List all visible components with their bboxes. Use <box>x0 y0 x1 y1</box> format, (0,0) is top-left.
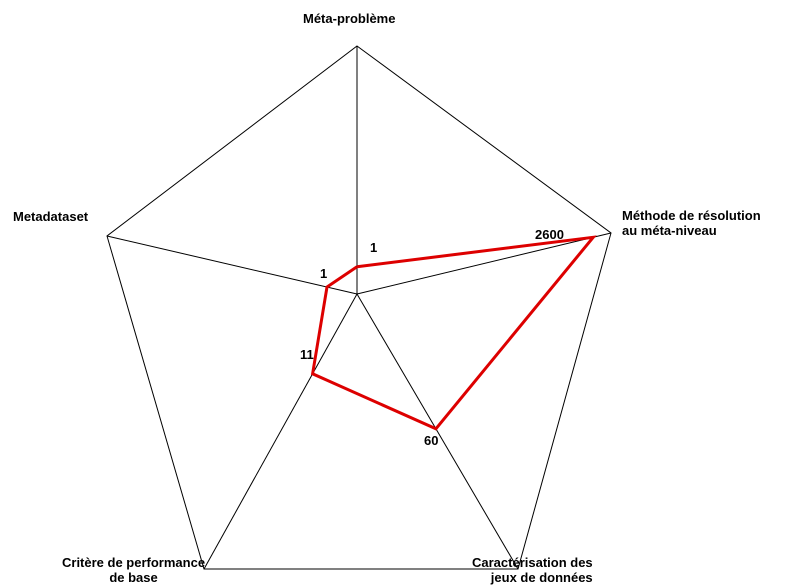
axis-label-critere-performance: Critère de performance de base <box>62 555 206 585</box>
axis-spoke <box>356 293 519 570</box>
outer-pentagon <box>106 45 612 570</box>
value-label-critere-performance: 11 <box>300 347 314 362</box>
axis-label-meta-probleme: Méta-problème <box>303 11 396 26</box>
axis-spoke <box>203 293 358 570</box>
axis-spoke <box>106 235 358 295</box>
axis-label-caracterisation: Caractérisation des jeux de données <box>472 555 593 585</box>
axis-spoke <box>356 232 612 295</box>
value-label-metadataset: 1 <box>320 266 328 281</box>
value-label-caracterisation: 60 <box>424 433 439 448</box>
axis-spokes <box>106 46 612 570</box>
series-line <box>310 235 597 431</box>
value-label-methode-resolution: 2600 <box>535 227 564 242</box>
axis-label-metadataset: Metadataset <box>13 209 89 224</box>
value-label-meta-probleme: 1 <box>370 240 378 255</box>
axis-label-methode-resolution: Méthode de résolution au méta-niveau <box>622 208 761 238</box>
